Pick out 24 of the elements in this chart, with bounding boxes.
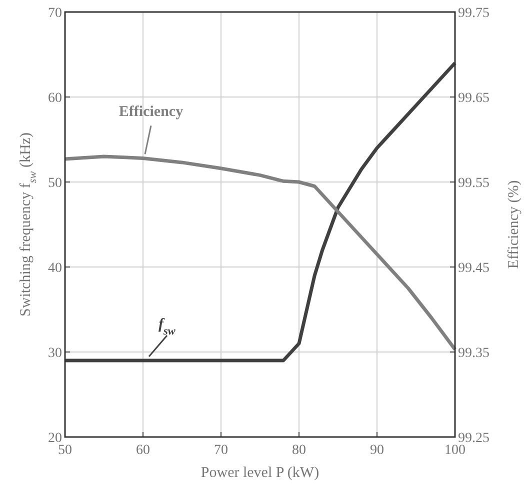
y2-tick-label: 99.45 <box>458 261 490 276</box>
y2-tick-label: 99.75 <box>458 6 490 21</box>
text: Efficiency <box>118 104 184 120</box>
y2-tick-label: 99.65 <box>458 91 490 106</box>
y2-axis-title: Efficiency (%) <box>506 180 522 269</box>
y-tick-label: 70 <box>48 6 62 21</box>
y-tick-label: 60 <box>48 91 62 106</box>
x-tick-label: 80 <box>292 443 306 458</box>
y-tick-label: 40 <box>48 261 62 276</box>
y-tick-label: 50 <box>48 176 62 191</box>
x-tick-label: 50 <box>58 443 72 458</box>
y-tick-label: 30 <box>48 346 62 361</box>
y2-tick-label: 99.35 <box>458 346 490 361</box>
y2-tick-label: 99.25 <box>458 431 490 446</box>
y-tick-label: 20 <box>48 431 62 446</box>
x-axis-title: Power level P (kW) <box>200 465 320 481</box>
x-tick-label: 100 <box>444 443 466 458</box>
x-tick-label: 90 <box>370 443 384 458</box>
y2-tick-label: 99.55 <box>458 176 490 191</box>
line-series <box>63 61 457 362</box>
series-label: f$_{sw}$ <box>158 316 176 338</box>
x-tick-label: 60 <box>136 443 150 458</box>
x-tick-label: 70 <box>214 443 228 458</box>
line-series <box>63 154 457 352</box>
